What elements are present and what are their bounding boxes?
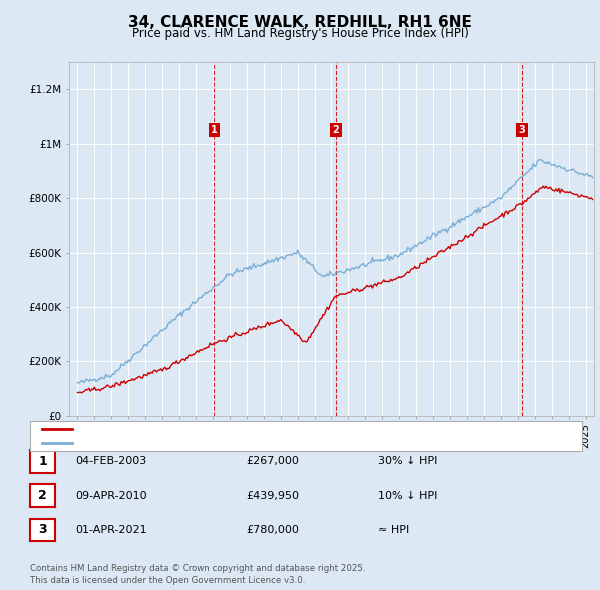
Text: 3: 3	[518, 125, 526, 135]
Text: Price paid vs. HM Land Registry's House Price Index (HPI): Price paid vs. HM Land Registry's House …	[131, 27, 469, 40]
Text: 09-APR-2010: 09-APR-2010	[75, 491, 146, 500]
Text: 10% ↓ HPI: 10% ↓ HPI	[378, 491, 437, 500]
Text: Contains HM Land Registry data © Crown copyright and database right 2025.
This d: Contains HM Land Registry data © Crown c…	[30, 564, 365, 585]
Text: 2: 2	[332, 125, 340, 135]
Text: HPI: Average price, detached house, Reigate and Banstead: HPI: Average price, detached house, Reig…	[78, 438, 386, 448]
Text: £439,950: £439,950	[246, 491, 299, 500]
Text: 1: 1	[38, 455, 47, 468]
Text: ≈ HPI: ≈ HPI	[378, 525, 409, 535]
Text: £267,000: £267,000	[246, 457, 299, 466]
Text: £780,000: £780,000	[246, 525, 299, 535]
Text: 3: 3	[38, 523, 47, 536]
Text: 34, CLARENCE WALK, REDHILL, RH1 6NE: 34, CLARENCE WALK, REDHILL, RH1 6NE	[128, 15, 472, 30]
Text: 2: 2	[38, 489, 47, 502]
Text: 1: 1	[211, 125, 218, 135]
Text: 30% ↓ HPI: 30% ↓ HPI	[378, 457, 437, 466]
Text: 04-FEB-2003: 04-FEB-2003	[75, 457, 146, 466]
Text: 01-APR-2021: 01-APR-2021	[75, 525, 146, 535]
Text: 34, CLARENCE WALK, REDHILL, RH1 6NE (detached house): 34, CLARENCE WALK, REDHILL, RH1 6NE (det…	[78, 424, 384, 434]
